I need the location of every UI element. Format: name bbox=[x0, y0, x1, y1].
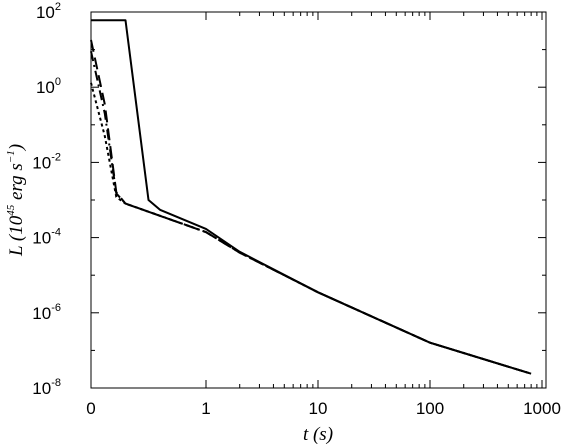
y-tick-label: 10-4 bbox=[32, 227, 61, 248]
x-tick-label: 1000 bbox=[523, 399, 561, 418]
y-axis-title-unit-exp: −1 bbox=[5, 150, 17, 163]
series-line-solid bbox=[91, 19, 532, 375]
y-axis-title-suffix: ) bbox=[6, 144, 27, 151]
series-line-dash-dot bbox=[90, 51, 532, 375]
y-tick-label: 10-2 bbox=[32, 151, 61, 172]
series-group bbox=[90, 19, 532, 375]
x-axis-title: t (s) bbox=[303, 424, 333, 444]
x-tick-labels: 0 1 10 100 1000 bbox=[86, 399, 561, 418]
x-tick-label: 1 bbox=[201, 399, 210, 418]
y-axis-title-unit: erg s bbox=[6, 163, 27, 205]
y-tick-label: 102 bbox=[36, 1, 61, 22]
tick-marks bbox=[90, 11, 546, 389]
plot-frame bbox=[90, 11, 547, 389]
series-line-dotted bbox=[90, 82, 532, 375]
x-tick-label: 100 bbox=[416, 399, 444, 418]
y-axis-title-prefix: L (10 bbox=[6, 215, 27, 257]
y-tick-label: 10-8 bbox=[32, 377, 61, 398]
x-tick-label: 10 bbox=[309, 399, 328, 418]
y-axis-title-prefix-exp: 45 bbox=[5, 204, 17, 216]
y-tick-label: 10-6 bbox=[32, 302, 61, 323]
x-tick-label: 0 bbox=[86, 399, 95, 418]
y-axis-title: L (1045 erg s−1) bbox=[5, 144, 27, 257]
y-tick-labels: 102 100 10-2 10-4 10-6 10-8 bbox=[32, 1, 61, 398]
y-tick-label: 100 bbox=[36, 76, 61, 97]
